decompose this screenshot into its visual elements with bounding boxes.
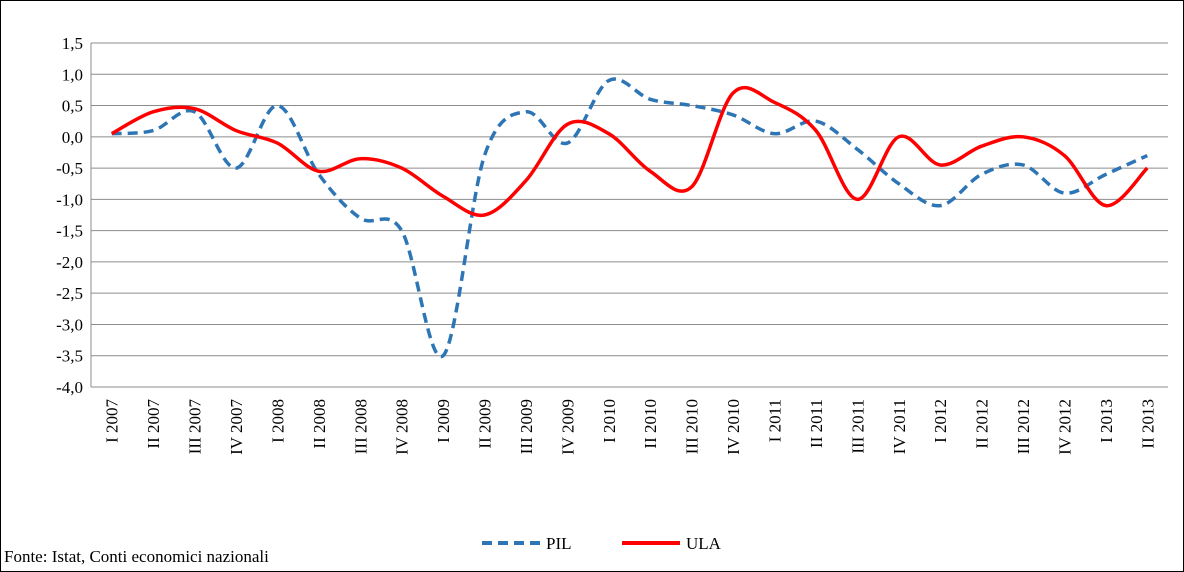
legend-label: PIL (546, 534, 572, 553)
y-tick-label: 0,5 (62, 97, 83, 116)
x-tick-label: III 2012 (1014, 399, 1033, 454)
x-tick-label: II 2013 (1138, 399, 1157, 449)
y-tick-label: 1,5 (62, 34, 83, 53)
x-tick-label: IV 2011 (890, 399, 909, 454)
x-tick-label: I 2008 (268, 399, 287, 443)
x-tick-label: IV 2010 (724, 399, 743, 455)
x-tick-label: II 2009 (476, 399, 495, 449)
x-tick-label: I 2010 (600, 399, 619, 443)
y-tick-label: -1,5 (56, 222, 83, 241)
x-tick-label: III 2011 (848, 399, 867, 454)
x-tick-label: I 2009 (434, 399, 453, 443)
x-tick-label: III 2008 (351, 399, 370, 454)
source-note: Fonte: Istat, Conti economici nazionali (4, 547, 269, 566)
y-tick-label: -0,5 (56, 159, 83, 178)
y-tick-label: -2,5 (56, 284, 83, 303)
x-tick-label: IV 2012 (1055, 399, 1074, 455)
x-tick-label: I 2007 (103, 399, 122, 443)
legend-label: ULA (686, 534, 722, 553)
x-tick-label: IV 2007 (227, 399, 246, 455)
y-tick-label: 1,0 (62, 65, 83, 84)
x-tick-label: I 2012 (931, 399, 950, 443)
series-line (110, 85, 1149, 218)
x-tick-label: II 2010 (641, 399, 660, 449)
x-tick-label: III 2010 (683, 399, 702, 454)
x-tick-label: II 2011 (807, 399, 826, 448)
x-tick-label: I 2011 (765, 399, 784, 442)
x-tick-label: II 2008 (310, 399, 329, 449)
y-tick-label: 0,0 (62, 128, 83, 147)
series-line (111, 77, 1149, 359)
x-tick-label: I 2013 (1097, 399, 1116, 443)
y-tick-label: -2,0 (56, 253, 83, 272)
y-tick-label: -3,0 (56, 315, 83, 334)
x-tick-label: III 2007 (186, 399, 205, 455)
y-tick-label: -4,0 (56, 378, 83, 397)
x-tick-label: IV 2008 (393, 399, 412, 455)
y-tick-label: -1,0 (56, 190, 83, 209)
x-tick-label: IV 2009 (558, 399, 577, 455)
y-tick-label: -3,5 (56, 347, 83, 366)
x-tick-label: II 2007 (144, 399, 163, 449)
x-tick-label: II 2012 (973, 399, 992, 449)
x-tick-label: III 2009 (517, 399, 536, 454)
